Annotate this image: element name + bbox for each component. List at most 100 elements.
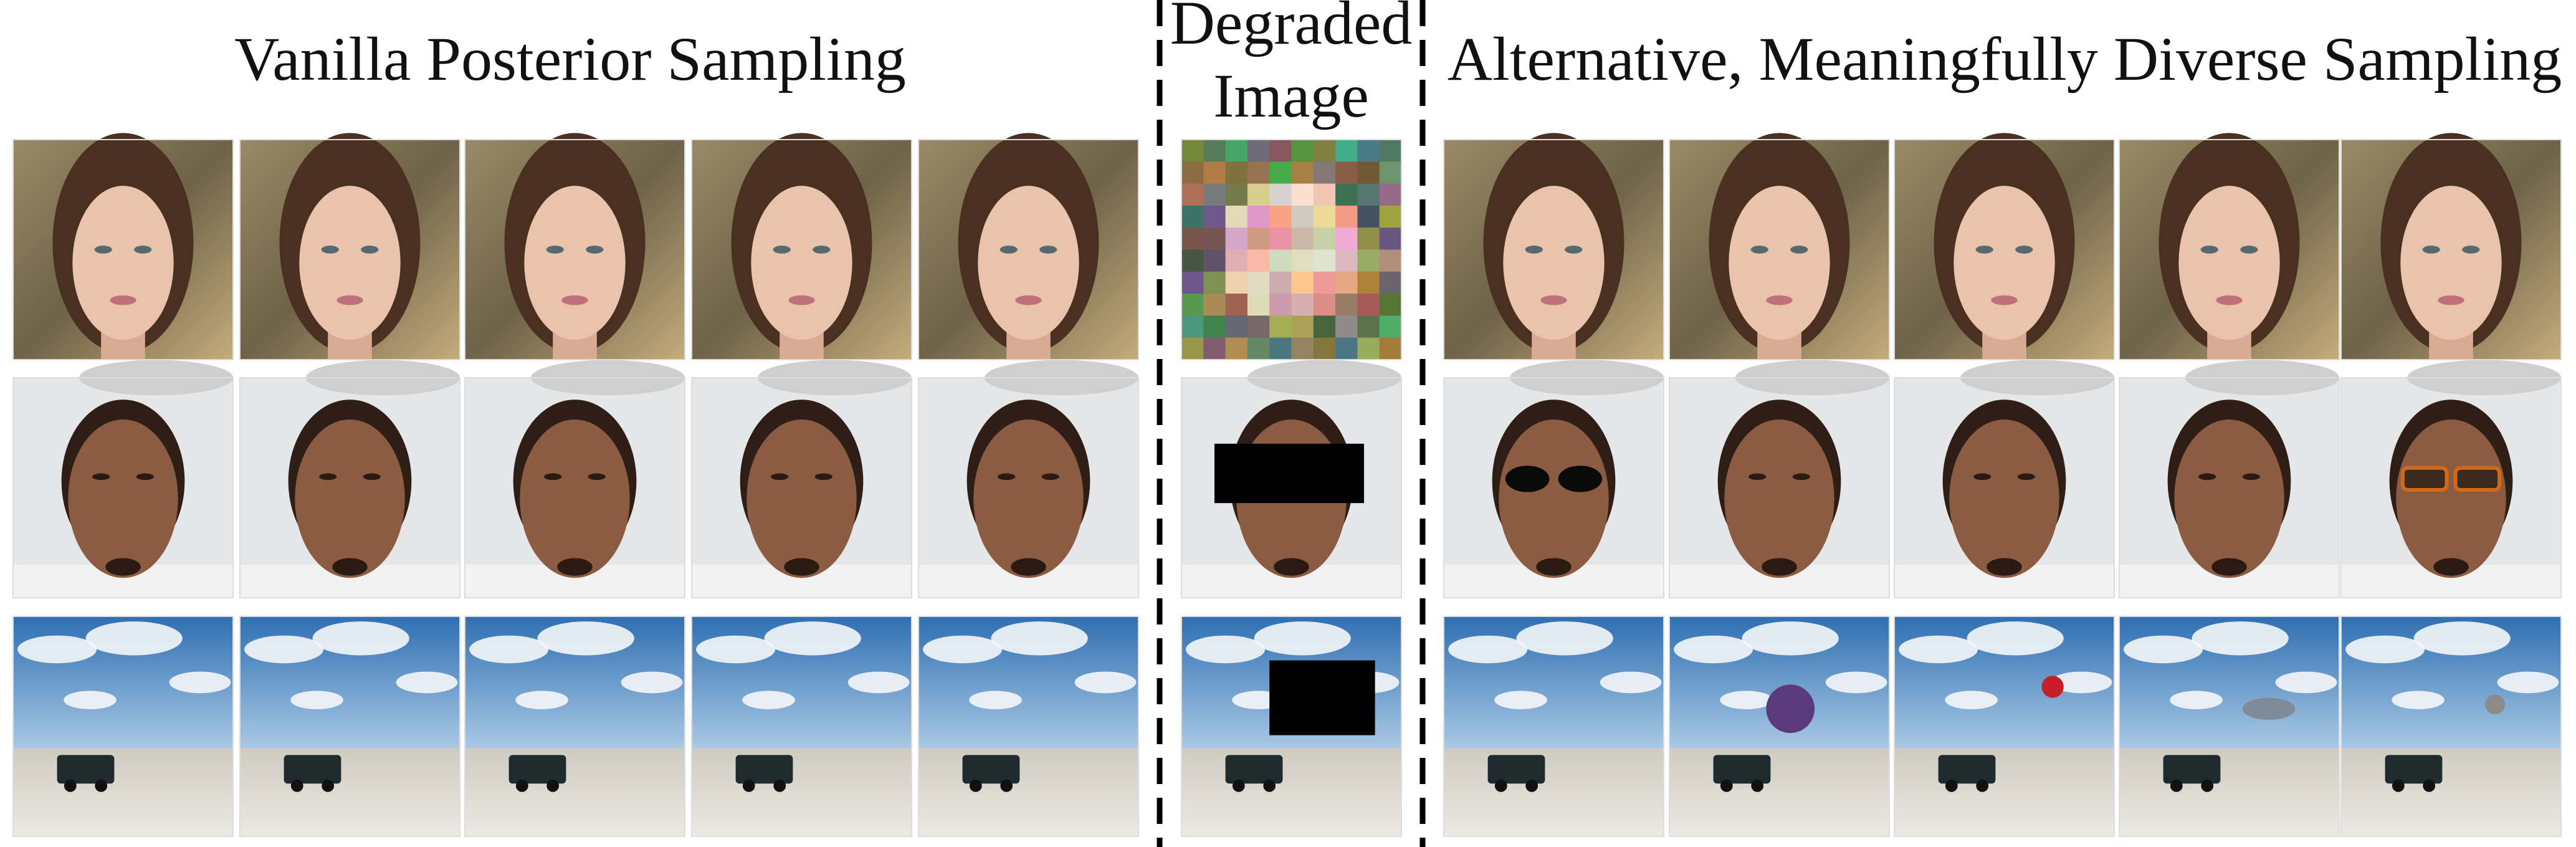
wheel <box>290 779 303 792</box>
noise-block <box>1203 205 1226 229</box>
noise-block <box>1335 183 1358 206</box>
face <box>2400 186 2502 340</box>
sand <box>1444 748 1664 836</box>
eye <box>1748 473 1767 481</box>
noise-block <box>1335 161 1358 184</box>
tile-border <box>1443 616 1664 837</box>
beard <box>2211 558 2247 576</box>
image-tile <box>2340 360 2562 598</box>
eye <box>1790 246 1808 254</box>
beard <box>332 558 368 576</box>
eye <box>814 473 832 481</box>
image-tile <box>2340 133 2562 360</box>
cloud <box>923 635 1003 664</box>
noise-block <box>1247 183 1271 206</box>
tile-border <box>918 377 1139 598</box>
cloud <box>1825 671 1887 694</box>
face <box>1724 419 1834 578</box>
noise-block <box>1269 205 1292 229</box>
noise-block <box>1203 140 1226 163</box>
lips <box>561 295 588 305</box>
wheel <box>742 779 755 792</box>
tile-border <box>1443 377 1664 598</box>
noise-block <box>1291 183 1314 206</box>
image-tile <box>1669 616 1890 837</box>
wheel <box>1720 779 1733 792</box>
noise-block <box>1313 205 1337 229</box>
beard <box>105 558 141 576</box>
noise-block <box>1335 140 1358 163</box>
image-tile <box>464 360 685 598</box>
face <box>1503 186 1605 340</box>
noise-block <box>1225 183 1248 206</box>
image-tile <box>918 133 1139 360</box>
image-tile <box>691 360 912 598</box>
noise-block <box>1225 205 1248 229</box>
noise-block <box>1291 249 1314 272</box>
noise-block <box>1203 227 1226 251</box>
noise-block <box>1247 315 1271 338</box>
noise-block <box>1335 227 1358 251</box>
noise-block <box>1379 205 1402 229</box>
noise-block <box>1313 249 1337 272</box>
jeep <box>735 755 793 784</box>
image-tile <box>1894 133 2115 360</box>
noise-block <box>1313 294 1337 317</box>
eye <box>2198 473 2216 481</box>
face <box>1729 186 1830 340</box>
image-grid <box>12 133 2562 837</box>
tile-border <box>691 377 912 598</box>
cloud <box>991 621 1088 656</box>
cloud <box>1720 691 1773 709</box>
eye <box>1565 246 1583 254</box>
jeep <box>1225 755 1283 784</box>
cloud <box>1074 671 1137 694</box>
noise-block <box>1203 271 1226 295</box>
noise-block <box>1247 161 1271 184</box>
eye <box>2240 246 2258 254</box>
noise-block <box>1357 337 1380 360</box>
image-tile <box>2119 360 2340 598</box>
sand <box>465 748 685 836</box>
noise-block <box>1181 294 1205 317</box>
cloud <box>969 691 1022 709</box>
jeep <box>508 755 566 784</box>
cloud <box>1674 635 1753 664</box>
cloud <box>64 691 117 709</box>
image-tile <box>1443 360 1664 598</box>
image-tile <box>1181 139 1402 360</box>
noise-block <box>1269 294 1292 317</box>
face <box>68 419 178 578</box>
noise-block <box>1247 271 1271 295</box>
cloud <box>2413 621 2511 656</box>
noise-block <box>1313 337 1337 360</box>
balloon <box>1766 684 1815 734</box>
wheel <box>1263 779 1276 792</box>
face <box>72 186 174 340</box>
sand <box>240 748 460 836</box>
glasses <box>2400 466 2449 492</box>
noise-block <box>1379 315 1402 338</box>
tile-border <box>464 616 685 837</box>
beard <box>1536 558 1572 576</box>
jeep <box>1487 755 1545 784</box>
eye <box>1792 473 1810 481</box>
tile-border <box>1181 377 1402 598</box>
eye <box>2422 246 2440 254</box>
noise-block <box>1313 271 1337 295</box>
cloud <box>764 621 861 656</box>
cloud <box>1945 691 1998 709</box>
noise-block <box>1313 227 1337 251</box>
eye <box>999 246 1018 254</box>
noise-block <box>1269 227 1292 251</box>
image-tile <box>12 360 234 598</box>
eye <box>2462 246 2480 254</box>
sunglasses <box>1558 466 1603 492</box>
noise-block <box>1181 271 1205 295</box>
eye <box>319 473 337 481</box>
cloud <box>1254 621 1351 656</box>
tile-border <box>691 139 912 360</box>
image-tile <box>12 616 234 837</box>
eye <box>134 246 152 254</box>
